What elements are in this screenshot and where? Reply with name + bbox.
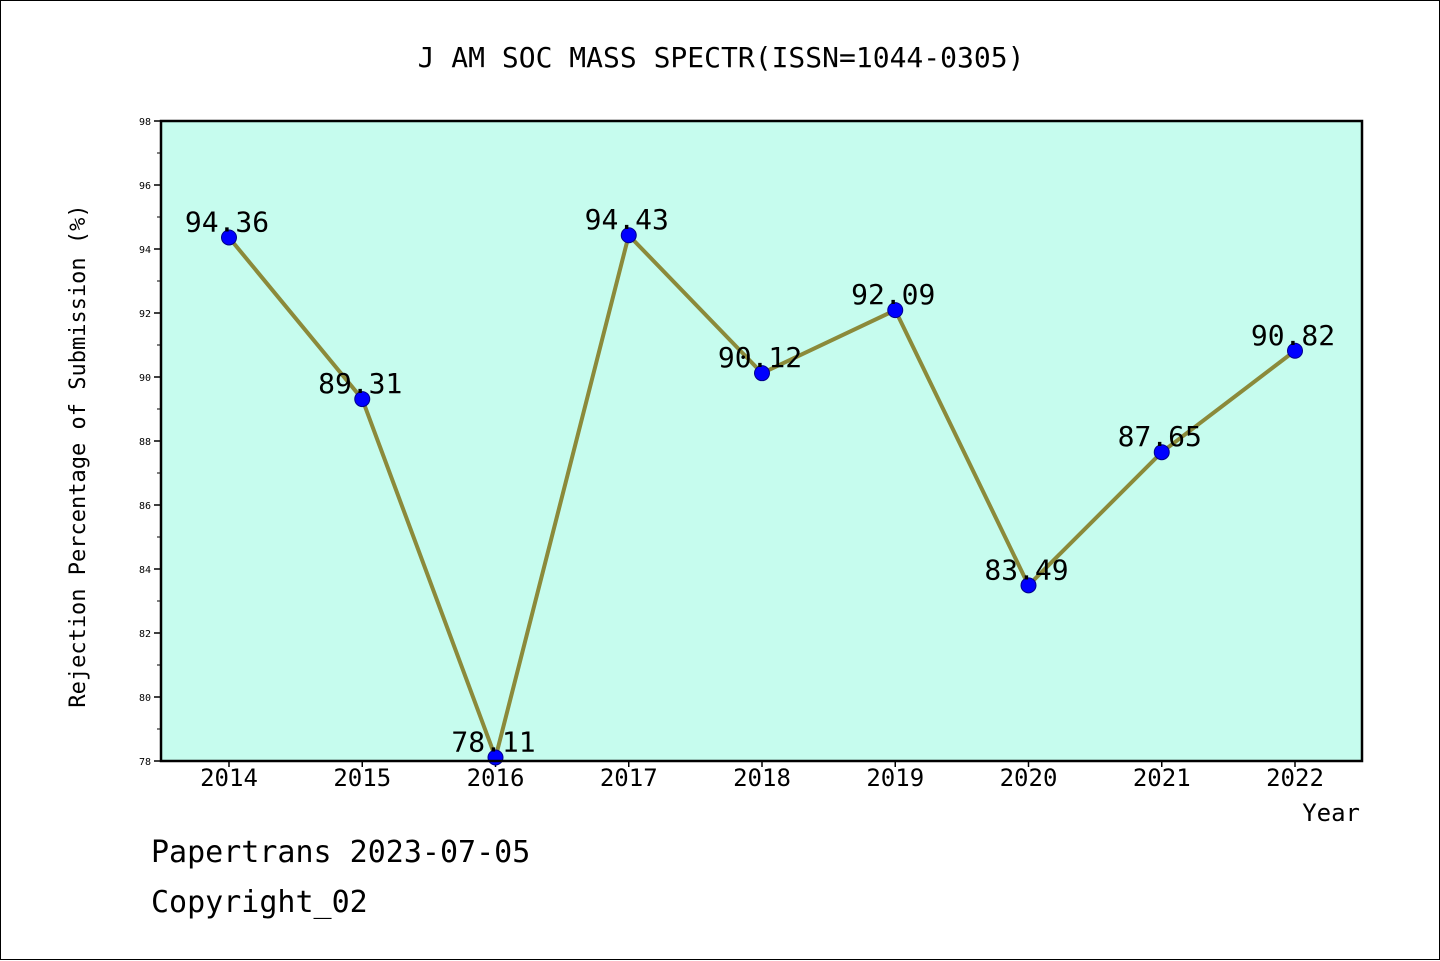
data-point (887, 302, 904, 319)
x-tick-label: 2018 (733, 764, 791, 792)
data-point (354, 391, 371, 408)
x-tick-label: 2016 (467, 764, 525, 792)
data-point (1287, 342, 1303, 359)
data-label: 94.43 (585, 203, 669, 236)
x-tick-label: 2021 (1133, 764, 1191, 792)
chart-title: J AM SOC MASS SPECTR(ISSN=1044-0305) (418, 41, 1025, 74)
y-tick-label: 88 (139, 437, 151, 448)
data-label: 94.36 (185, 205, 269, 238)
data-label: 90.12 (718, 341, 802, 374)
y-tick-label: 80 (139, 693, 151, 704)
x-tick-label: 2022 (1266, 764, 1324, 792)
data-label: 87.65 (1118, 420, 1202, 453)
x-tick-label: 2015 (333, 764, 391, 792)
y-tick-label: 82 (139, 629, 151, 640)
y-tick-label: 94 (139, 245, 151, 256)
y-tick-label: 98 (139, 117, 151, 128)
y-tick-label: 96 (139, 181, 151, 192)
plot-border (159, 119, 1364, 763)
data-label: 89.31 (318, 367, 402, 400)
x-tick-label: 2014 (200, 764, 258, 792)
data-point (620, 227, 637, 244)
data-labels: 94.36 89.31 78.11 94.43 90.12 92.09 83.49 87.65… (185, 203, 1335, 758)
data-label: 83.49 (984, 553, 1068, 586)
x-tick-label: 2019 (866, 764, 924, 792)
y-tick-label: 92 (139, 309, 151, 320)
footer-copyright: Copyright_02 (151, 885, 368, 920)
plot-area (161, 121, 1362, 761)
data-point (1020, 577, 1037, 594)
y-axis: 78 80 82 84 86 88 90 92 94 96 98 (139, 117, 161, 768)
y-tick-label: 78 (139, 757, 151, 768)
data-label: 90.82 (1251, 319, 1335, 352)
y-axis-label: Rejection Percentage of Submission (%) (66, 204, 91, 707)
x-axis-label: Year (1302, 799, 1360, 827)
data-label: 78.11 (451, 725, 535, 758)
data-point (754, 365, 770, 382)
y-tick-label: 86 (139, 501, 151, 512)
data-label: 92.09 (851, 278, 935, 311)
data-point (221, 229, 237, 246)
x-axis: 2014 2015 2016 2017 2018 2019 2020 2021 2022 (200, 761, 1324, 792)
footer-date: Papertrans 2023-07-05 (151, 835, 531, 870)
y-tick-label: 84 (139, 565, 151, 576)
x-tick-label: 2017 (600, 764, 658, 792)
data-point (1153, 444, 1170, 461)
x-tick-label: 2020 (1000, 764, 1058, 792)
y-tick-label: 90 (139, 373, 151, 384)
